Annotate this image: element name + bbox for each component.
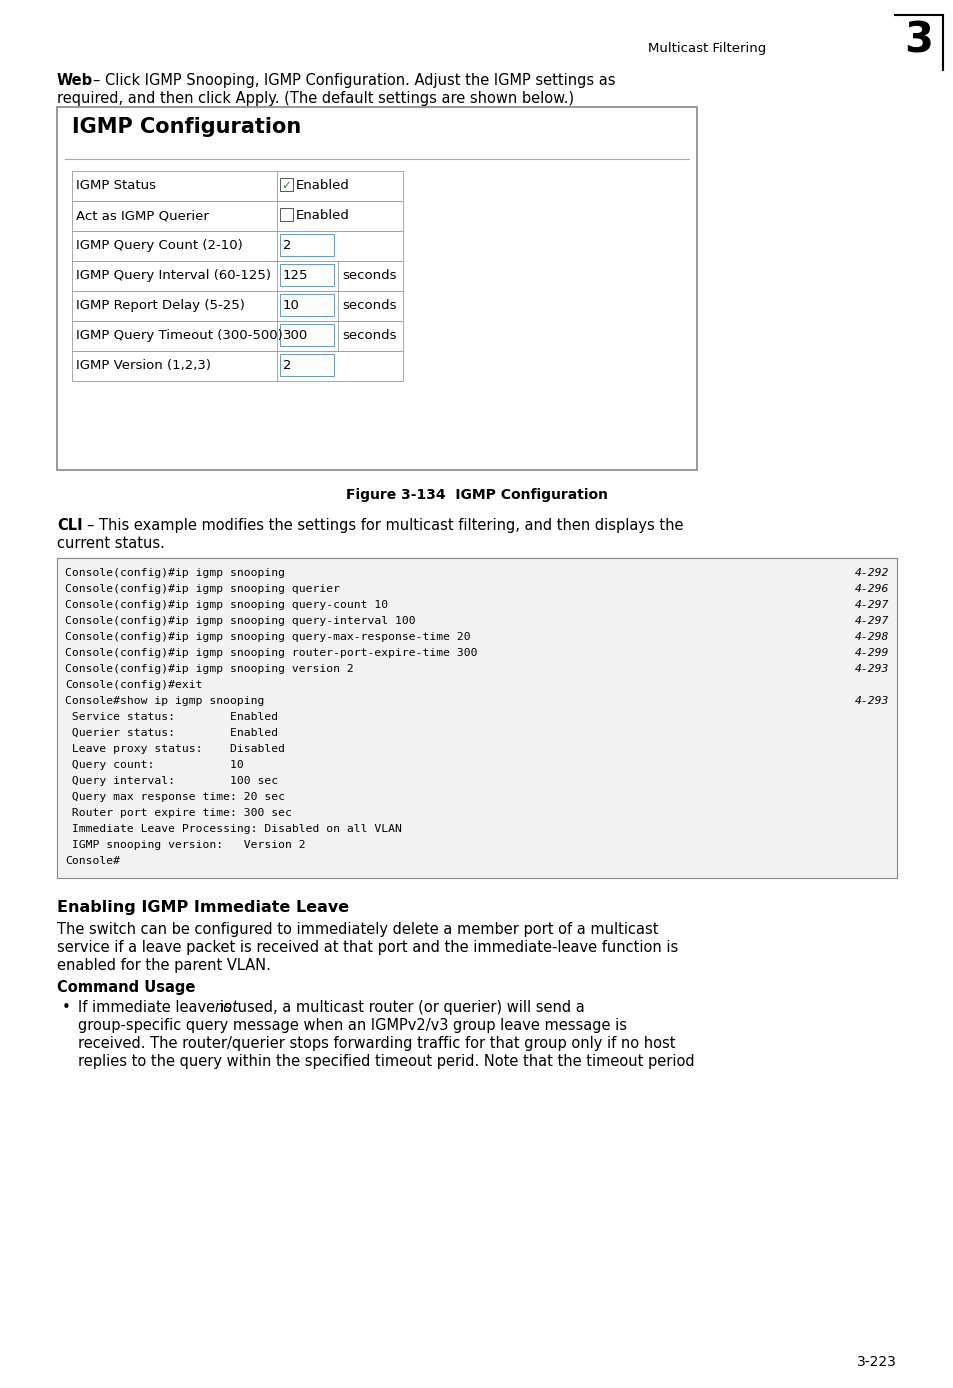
Text: Query max response time: 20 sec: Query max response time: 20 sec (65, 793, 285, 802)
Text: used, a multicast router (or querier) will send a: used, a multicast router (or querier) wi… (233, 999, 584, 1015)
Text: IGMP Query Count (2-10): IGMP Query Count (2-10) (76, 239, 242, 253)
Bar (71, 171, 402, 201)
Bar (71, 321, 402, 351)
Text: Figure 3-134  IGMP Configuration: Figure 3-134 IGMP Configuration (346, 489, 607, 502)
Text: IGMP Report Delay (5-25): IGMP Report Delay (5-25) (76, 298, 245, 312)
Bar (280, 208, 293, 221)
Text: service if a leave packet is received at that port and the immediate-leave funct: service if a leave packet is received at… (57, 940, 678, 955)
Text: •: • (62, 999, 71, 1015)
Text: Console#: Console# (65, 856, 120, 866)
Text: ✓: ✓ (281, 179, 291, 192)
Bar (280, 294, 334, 316)
Bar (280, 323, 334, 346)
Text: – This example modifies the settings for multicast filtering, and then displays : – This example modifies the settings for… (87, 518, 682, 533)
Text: Console(config)#ip igmp snooping version 2: Console(config)#ip igmp snooping version… (65, 663, 354, 675)
Bar (280, 354, 334, 376)
Text: Console(config)#ip igmp snooping query-count 10: Console(config)#ip igmp snooping query-c… (65, 600, 388, 609)
Text: Console(config)#ip igmp snooping query-interval 100: Console(config)#ip igmp snooping query-i… (65, 616, 416, 626)
Text: 4-296: 4-296 (854, 584, 888, 594)
Text: 4-293: 4-293 (854, 695, 888, 706)
Text: Service status:        Enabled: Service status: Enabled (65, 712, 278, 722)
Text: Multicast Filtering: Multicast Filtering (647, 42, 765, 56)
Bar (71, 230, 402, 261)
Text: Enabled: Enabled (295, 210, 350, 222)
Text: 4-299: 4-299 (854, 648, 888, 658)
Text: seconds: seconds (341, 298, 396, 312)
Text: Enabling IGMP Immediate Leave: Enabling IGMP Immediate Leave (57, 899, 349, 915)
Text: IGMP snooping version:   Version 2: IGMP snooping version: Version 2 (65, 840, 305, 849)
Text: Command Usage: Command Usage (57, 980, 195, 995)
Text: Console(config)#ip igmp snooping querier: Console(config)#ip igmp snooping querier (65, 584, 339, 594)
Text: seconds: seconds (341, 329, 396, 341)
Text: Console(config)#exit: Console(config)#exit (65, 680, 202, 690)
Text: – Click IGMP Snooping, IGMP Configuration. Adjust the IGMP settings as: – Click IGMP Snooping, IGMP Configuratio… (92, 74, 615, 87)
Text: Console(config)#ip igmp snooping: Console(config)#ip igmp snooping (65, 568, 285, 577)
Text: Immediate Leave Processing: Disabled on all VLAN: Immediate Leave Processing: Disabled on … (65, 824, 401, 834)
Text: 4-297: 4-297 (854, 616, 888, 626)
Bar (71, 261, 402, 291)
Text: Web: Web (57, 74, 93, 87)
Text: enabled for the parent VLAN.: enabled for the parent VLAN. (57, 958, 271, 973)
Bar (71, 351, 402, 380)
Text: required, and then click Apply. (The default settings are shown below.): required, and then click Apply. (The def… (57, 92, 574, 105)
Bar (57, 107, 697, 471)
Text: Act as IGMP Querier: Act as IGMP Querier (76, 210, 209, 222)
Text: IGMP Configuration: IGMP Configuration (71, 117, 301, 137)
Text: IGMP Query Interval (60-125): IGMP Query Interval (60-125) (76, 269, 271, 282)
Text: 4-298: 4-298 (854, 632, 888, 643)
Text: Leave proxy status:    Disabled: Leave proxy status: Disabled (65, 744, 285, 754)
Text: 3: 3 (903, 19, 933, 61)
Text: Query interval:        100 sec: Query interval: 100 sec (65, 776, 278, 786)
Text: not: not (214, 999, 238, 1015)
Text: group-specific query message when an IGMPv2/v3 group leave message is: group-specific query message when an IGM… (78, 1017, 626, 1033)
Text: 4-292: 4-292 (854, 568, 888, 577)
Text: IGMP Version (1,2,3): IGMP Version (1,2,3) (76, 359, 211, 372)
Text: If immediate leave is: If immediate leave is (78, 999, 236, 1015)
Text: Console(config)#ip igmp snooping router-port-expire-time 300: Console(config)#ip igmp snooping router-… (65, 648, 477, 658)
Text: 125: 125 (283, 269, 308, 282)
Text: 3-223: 3-223 (856, 1355, 896, 1369)
Text: IGMP Status: IGMP Status (76, 179, 156, 192)
Text: 2: 2 (283, 239, 292, 253)
Text: 4-297: 4-297 (854, 600, 888, 609)
Text: CLI: CLI (57, 518, 83, 533)
Text: replies to the query within the specified timeout perid. Note that the timeout p: replies to the query within the specifie… (78, 1053, 694, 1069)
Bar (71, 291, 402, 321)
Bar (280, 235, 334, 255)
Text: Querier status:        Enabled: Querier status: Enabled (65, 727, 278, 738)
Text: Query count:           10: Query count: 10 (65, 761, 244, 770)
Bar (280, 264, 334, 286)
Text: Console(config)#ip igmp snooping query-max-response-time 20: Console(config)#ip igmp snooping query-m… (65, 632, 470, 643)
Text: 2: 2 (283, 359, 292, 372)
Text: seconds: seconds (341, 269, 396, 282)
Text: current status.: current status. (57, 536, 165, 551)
Bar (71, 201, 402, 230)
Text: Enabled: Enabled (295, 179, 350, 192)
Text: 300: 300 (283, 329, 308, 341)
Text: 4-293: 4-293 (854, 663, 888, 675)
Bar (280, 178, 293, 192)
Text: IGMP Query Timeout (300-500): IGMP Query Timeout (300-500) (76, 329, 282, 341)
Text: The switch can be configured to immediately delete a member port of a multicast: The switch can be configured to immediat… (57, 922, 658, 937)
Text: received. The router/querier stops forwarding traffic for that group only if no : received. The router/querier stops forwa… (78, 1035, 675, 1051)
Text: Router port expire time: 300 sec: Router port expire time: 300 sec (65, 808, 292, 818)
Bar (57, 558, 896, 879)
Text: 10: 10 (283, 298, 299, 312)
Text: Console#show ip igmp snooping: Console#show ip igmp snooping (65, 695, 264, 706)
